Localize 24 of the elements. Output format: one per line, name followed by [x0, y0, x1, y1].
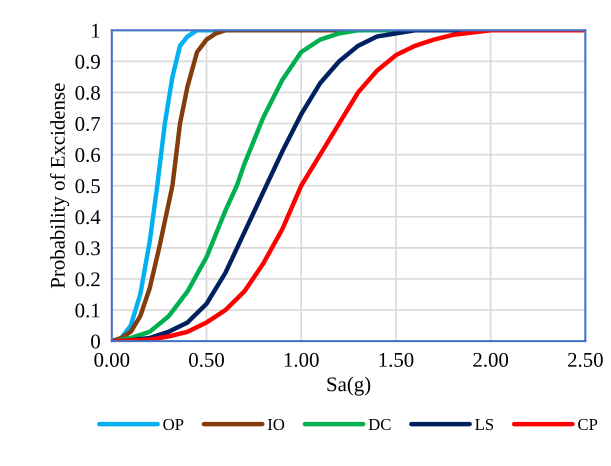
y-tick-label: 0.7: [75, 116, 100, 132]
legend-label: OP: [163, 418, 184, 430]
x-tick-label: 0.00: [94, 352, 130, 367]
y-axis-title: Probability of Excidense: [50, 83, 70, 288]
y-tick-label: 0.4: [75, 210, 100, 224]
y-tick-label: 0.1: [75, 303, 100, 318]
x-tick-label: 2.00: [473, 352, 508, 367]
y-tick-label: 0.8: [75, 86, 100, 100]
y-tick-label: 0: [91, 334, 100, 349]
x-axis-title: Sa(g): [327, 376, 370, 396]
legend-label: DC: [368, 418, 390, 430]
x-tick-label: 0.50: [189, 352, 224, 367]
x-tick-label: 1.50: [380, 352, 414, 367]
y-tick-label: 0.3: [75, 241, 100, 256]
x-tick-label: 1.00: [284, 352, 319, 367]
y-tick-label: 0.9: [75, 54, 100, 69]
x-tick-label: 2.50: [568, 352, 603, 367]
y-tick-label: 0.2: [75, 272, 100, 286]
legend-label: LS: [475, 418, 494, 430]
y-tick-label: 1: [92, 24, 100, 38]
legend-label: CP: [578, 418, 598, 430]
legend-label: IO: [268, 418, 284, 430]
y-tick-label: 0.6: [75, 148, 100, 162]
y-tick-label: 0.5: [75, 179, 100, 194]
